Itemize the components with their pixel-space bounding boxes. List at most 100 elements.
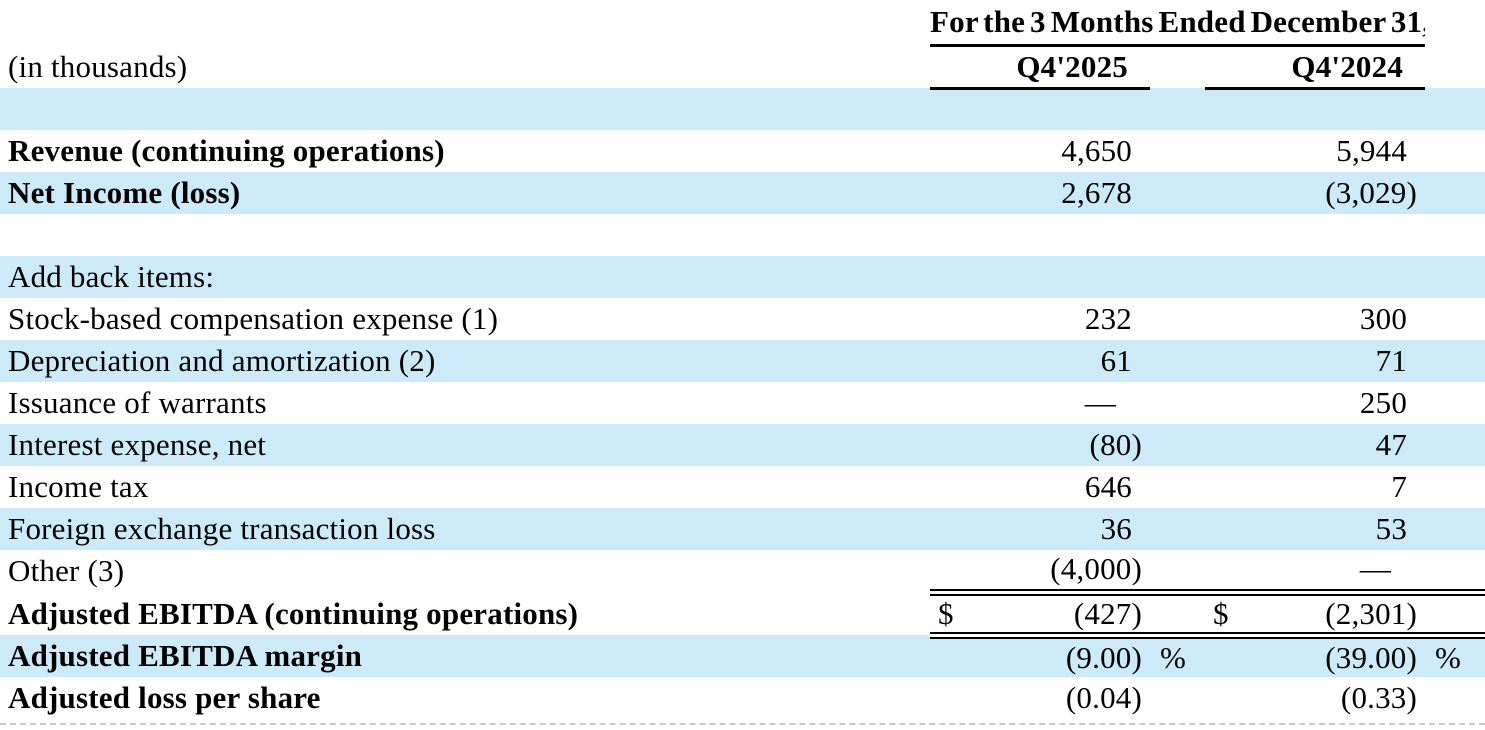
percent-sign-q4-2025: [1150, 424, 1205, 466]
percent-sign-q4-2024: [1425, 550, 1485, 592]
row-label: Stock-based compensation expense (1): [8, 301, 499, 336]
column-header-q4-2025: Q4'2025: [930, 45, 1150, 90]
value-q4-2025: [956, 88, 1150, 130]
dollar-sign-q4-2024: [1205, 550, 1231, 592]
percent-sign-q4-2024: [1425, 256, 1485, 298]
percent-sign-q4-2025: [1150, 677, 1205, 719]
dollar-sign-q4-2024: [1205, 635, 1231, 677]
value-q4-2025: 2,678: [956, 172, 1150, 214]
value-q4-2025: (0.04): [1065, 680, 1142, 715]
table-row: Adjusted loss per share (0.04) (0.33): [0, 677, 1485, 719]
value-q4-2024: 53: [1231, 508, 1426, 550]
value-q4-2024: [1231, 214, 1425, 256]
table-row: Interest expense, net (80) 47: [0, 424, 1485, 466]
dollar-sign-q4-2024: [1205, 466, 1231, 508]
dollar-sign-q4-2024: [1205, 172, 1231, 214]
percent-sign-q4-2024: [1425, 298, 1485, 340]
dollar-sign-q4-2024: [1205, 677, 1231, 719]
value-q4-2024: 47: [1231, 424, 1426, 466]
row-label: Net Income (loss): [0, 172, 930, 214]
header-spacer-cell: [0, 0, 930, 45]
percent-sign-q4-2024: [1425, 214, 1485, 256]
row-label: [0, 214, 930, 256]
column-header-row: (in thousands) Q4'2025 Q4'2024: [0, 45, 1485, 90]
dollar-sign-q4-2024: [1205, 88, 1231, 130]
dollar-sign-q4-2024: [1205, 340, 1231, 382]
row-label: Revenue (continuing operations): [8, 133, 445, 168]
row-label: Foreign exchange transaction loss: [0, 508, 930, 550]
row-label: Adjusted EBITDA (continuing operations): [8, 595, 579, 631]
value-q4-2024: [1231, 256, 1426, 298]
dollar-sign-q4-2025: [930, 214, 956, 256]
dollar-sign-q4-2025: [930, 256, 956, 298]
dollar-sign-q4-2025: [930, 382, 956, 424]
value-q4-2024: (0.33): [1340, 680, 1418, 715]
dollar-sign-q4-2024: [1205, 424, 1231, 466]
percent-sign-q4-2024: [1425, 340, 1485, 382]
value-q4-2025: [956, 256, 1150, 298]
header-gap-cell: [1425, 45, 1485, 88]
value-q4-2024: 300: [1359, 301, 1408, 336]
table-row: Stock-based compensation expense (1) 232…: [0, 298, 1485, 340]
row-label: [0, 88, 930, 130]
table-row: Net Income (loss) 2,678 (3,029): [0, 172, 1485, 214]
table-head-rows: For the 3 Months Ended December 31, (in …: [0, 0, 1485, 90]
dollar-sign-q4-2025: [930, 298, 956, 340]
value-q4-2024: 71: [1231, 340, 1426, 382]
percent-sign-q4-2025: [1150, 88, 1205, 130]
value-q4-2024: —: [1359, 551, 1392, 587]
row-label: Income tax: [8, 469, 149, 504]
table-row: Depreciation and amortization (2) 61 71: [0, 340, 1485, 382]
percent-sign-q4-2024: [1425, 677, 1485, 719]
percent-sign-q4-2025: [1150, 172, 1205, 214]
dollar-sign-q4-2025: $: [930, 588, 956, 639]
table-row: [0, 214, 1485, 256]
percent-sign-q4-2025: [1150, 214, 1205, 256]
table-row: Foreign exchange transaction loss 36 53: [0, 508, 1485, 550]
dollar-sign-q4-2025: [930, 550, 956, 592]
dollar-sign-q4-2024: [1205, 256, 1231, 298]
dollar-sign-q4-2025: [930, 172, 956, 214]
dollar-sign-q4-2025: [930, 508, 956, 550]
percent-sign-q4-2024: [1425, 130, 1485, 172]
table-row: Adjusted EBITDA margin (9.00) % (39.00) …: [0, 635, 1485, 677]
dollar-sign-q4-2024: [1205, 382, 1231, 424]
dollar-sign-q4-2025: [930, 677, 956, 719]
row-label: Issuance of warrants: [8, 385, 267, 420]
table-row: [0, 88, 1485, 130]
percent-sign-q4-2025: [1150, 340, 1205, 382]
dollar-sign-q4-2024: [1205, 298, 1231, 340]
column-header-q4-2024: Q4'2024: [1205, 45, 1426, 90]
dollar-sign-q4-2025: [930, 340, 956, 382]
percent-sign-q4-2025: [1150, 130, 1205, 172]
period-header-row: For the 3 Months Ended December 31,: [0, 0, 1485, 47]
percent-sign-q4-2025: %: [1150, 635, 1205, 677]
dollar-sign-q4-2025: [930, 635, 956, 677]
period-title: For the 3 Months Ended December 31,: [930, 0, 1426, 47]
value-q4-2025: (80): [956, 424, 1150, 466]
percent-sign-q4-2024: [1425, 508, 1485, 550]
value-q4-2025: 4,650: [1061, 133, 1132, 168]
percent-sign-q4-2024: %: [1425, 635, 1485, 677]
value-q4-2025: (9.00): [956, 635, 1150, 677]
percent-sign-q4-2025: [1150, 588, 1205, 639]
percent-sign-q4-2025: [1150, 382, 1205, 424]
table-row: Adjusted EBITDA (continuing operations) …: [0, 588, 1485, 639]
header-gap-cell: [1150, 45, 1205, 88]
page-break-dashed-line: [0, 723, 1485, 725]
value-q4-2025: 61: [956, 340, 1150, 382]
row-label: Add back items:: [0, 256, 930, 298]
row-label: Depreciation and amortization (2): [0, 340, 930, 382]
table-row: Add back items:: [0, 256, 1485, 298]
percent-sign-q4-2024: [1425, 466, 1485, 508]
dollar-sign-q4-2024: [1205, 130, 1231, 172]
value-q4-2024: 250: [1359, 385, 1408, 420]
table-row: Revenue (continuing operations) 4,650 5,…: [0, 130, 1485, 172]
units-label: (in thousands): [8, 48, 188, 84]
value-q4-2025: [956, 214, 1150, 256]
row-label: Adjusted loss per share: [8, 680, 321, 715]
value-q4-2024: (39.00): [1231, 635, 1426, 677]
percent-sign-q4-2025: [1150, 466, 1205, 508]
percent-sign-q4-2025: [1150, 550, 1205, 592]
